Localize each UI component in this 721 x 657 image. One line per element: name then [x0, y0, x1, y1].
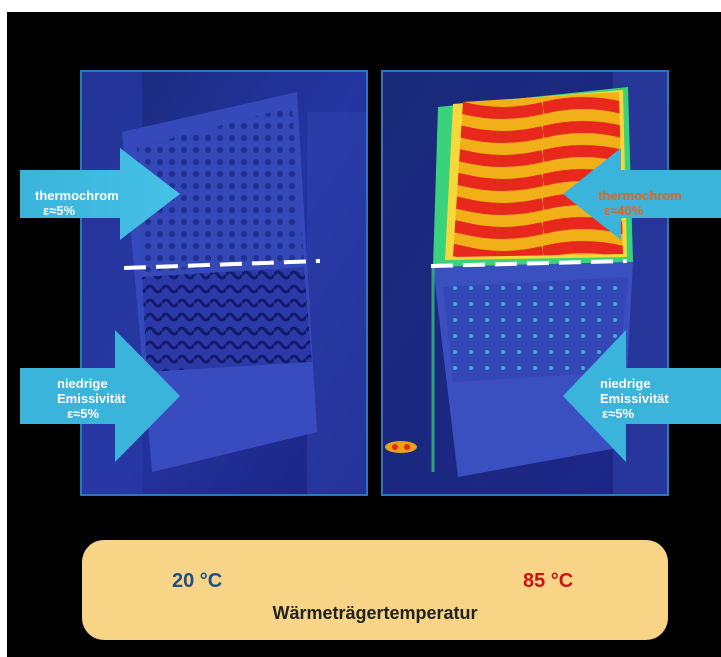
arrow-label-line2: ε≈40%: [604, 203, 644, 218]
arrow-left-bottom: [20, 330, 180, 462]
temperature-high: 85 °C: [523, 570, 574, 592]
arrow-left-top: [20, 148, 180, 240]
temperature-low: 20 °C: [172, 570, 223, 592]
dashed-divider-line: [123, 259, 321, 270]
arrow-right-top: [563, 148, 721, 240]
arrow-label-line1: niedrige: [57, 376, 108, 391]
arrow-label-line3: ε≈5%: [67, 406, 100, 421]
arrow-label-line1: thermochrom: [598, 188, 682, 203]
arrow-label-line3: ε≈5%: [602, 406, 635, 421]
arrow-label-line1: niedrige: [600, 376, 651, 391]
caption-box: [82, 540, 668, 640]
arrow-right-bottom: [563, 330, 721, 462]
dashed-divider-line: [430, 259, 628, 268]
caption-label: Wärmeträgertemperatur: [272, 603, 478, 623]
arrow-label-line1: thermochrom: [35, 188, 119, 203]
arrow-label-line2: ε≈5%: [43, 203, 76, 218]
arrow-label-line2: Emissivität: [57, 391, 126, 406]
arrow-label-line2: Emissivität: [600, 391, 669, 406]
